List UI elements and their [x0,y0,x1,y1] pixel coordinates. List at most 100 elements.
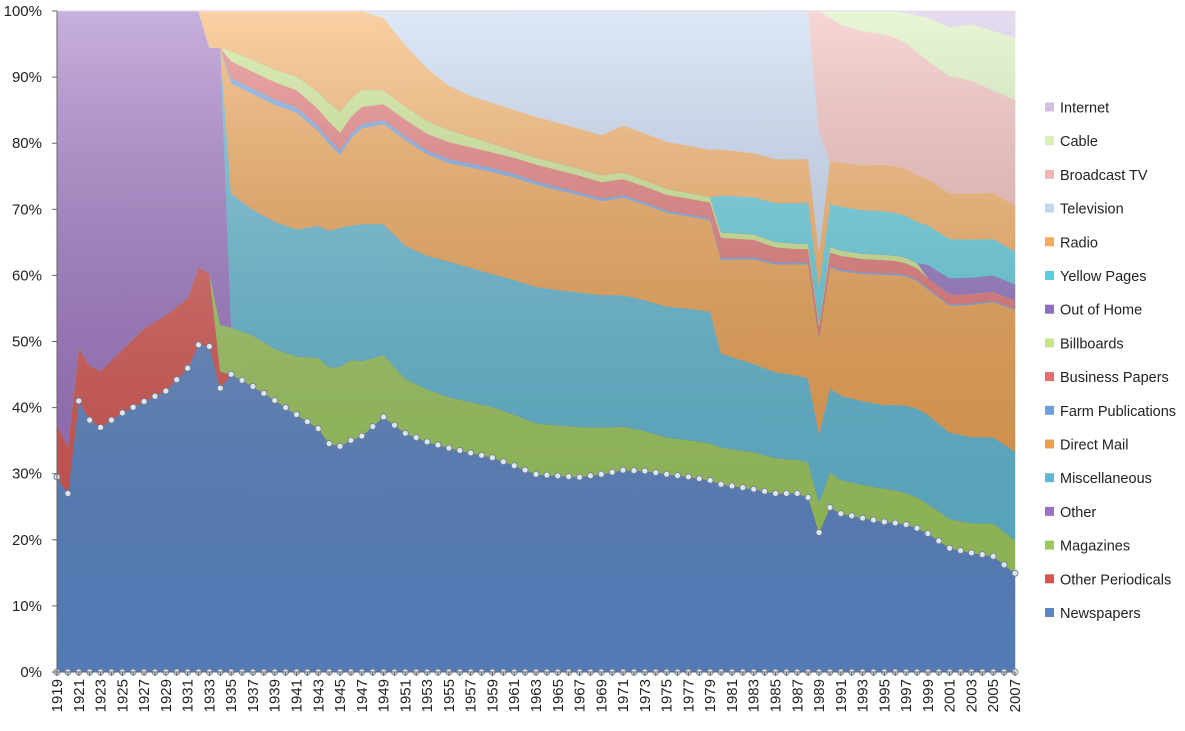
newspaper-marker [663,470,671,478]
newspaper-marker [521,466,529,474]
newspaper-marker [695,475,703,483]
newspaper-marker [369,423,377,430]
y-tick-label: 10% [12,598,42,615]
newspaper-marker [391,421,398,429]
x-tick-label: 1961 [506,679,523,712]
x-tick-label: 1919 [49,679,66,712]
x-tick-label: 2005 [985,679,1002,712]
y-tick-label: 30% [12,466,42,483]
newspaper-marker [957,547,965,554]
x-tick-label: 1983 [746,679,763,712]
newspaper-marker [619,466,627,474]
legend-label-out-of-home: Out of Home [1060,303,1142,319]
x-tick-label: 1989 [811,679,828,712]
newspaper-marker [989,552,997,560]
legend-swatch-direct-mail [1045,439,1054,449]
newspaper-marker [674,472,681,479]
newspaper-marker [728,482,736,490]
newspaper-marker [347,436,355,444]
newspaper-marker [793,489,801,497]
newspaper-marker [717,480,725,488]
axes: 0% 10% 20% 30% 40% 50% 60% 70% 80% 90% 100% 1919 192… [4,3,1024,712]
legend-swatch-other-periodicals [1045,574,1054,584]
legend-label-cable: Cable [1060,134,1098,150]
x-tick-label: 1975 [659,679,676,712]
x-tick-label: 1921 [71,679,88,712]
legend-label-radio: Radio [1060,235,1098,251]
newspaper-marker [870,516,877,524]
x-tick-label: 2003 [963,679,980,712]
x-tick-label: 1979 [702,679,719,712]
legend-swatch-television [1045,203,1054,213]
newspaper-marker [216,384,224,392]
newspaper-marker [151,392,159,400]
x-tick-label: 1969 [593,679,610,712]
x-tick-label: 1941 [289,679,306,712]
newspaper-marker [750,485,758,493]
x-tick-label: 1927 [136,679,153,712]
newspaper-marker [107,416,115,424]
legend-label-newspapers: Newspapers [1060,606,1141,622]
x-tick-label: 1973 [637,679,654,712]
newspaper-marker [913,524,921,532]
newspaper-marker [118,409,126,417]
y-tick-label: 60% [12,267,42,284]
newspaper-marker [140,398,148,406]
newspaper-marker [880,518,888,526]
newspaper-marker [586,472,594,480]
x-tick-label: 2007 [1007,679,1024,712]
x-tick-label: 1945 [332,679,349,712]
newspaper-marker [859,514,867,522]
legend-label-television: Television [1060,202,1124,218]
newspaper-marker [75,397,83,405]
x-tick-label: 1935 [223,679,240,712]
x-tick-label: 1957 [463,679,480,712]
legend-swatch-newspapers [1045,608,1054,617]
legend-label-direct-mail: Direct Mail [1060,438,1128,454]
x-tick-label: 1959 [484,679,501,712]
newspaper-marker [597,470,605,478]
newspaper-marker [205,343,213,350]
newspaper-marker [630,467,638,475]
newspaper-marker [978,551,986,559]
x-tick-label: 1947 [354,679,371,712]
x-tick-label: 1997 [898,679,915,712]
y-tick-label: 50% [12,334,42,351]
legend-label-farm-publications: Farm Publications [1060,404,1176,420]
newspaper-marker [260,389,268,397]
newspaper-marker [837,510,845,518]
x-tick-label: 1981 [724,679,741,712]
newspaper-marker [924,530,932,537]
newspaper-marker [227,370,235,378]
newspaper-marker [238,376,246,384]
newspaper-marker [510,462,518,470]
y-tick-label: 40% [12,400,42,417]
newspaper-marker [652,469,660,477]
x-tick-label: 2001 [942,679,959,712]
newspaper-marker [325,440,333,447]
legend-swatch-broadcast-tv [1045,169,1054,179]
newspaper-marker [173,376,181,384]
newspaper-marker [293,411,300,419]
newspaper-marker [946,544,954,552]
legend-swatch-farm-publications [1045,405,1054,415]
legend-label-yellow-pages: Yellow Pages [1060,269,1147,285]
newspaper-marker [97,423,105,431]
x-tick-label: 1929 [158,679,175,712]
x-tick-label: 1965 [550,679,567,712]
x-tick-label: 1951 [397,679,414,712]
newspaper-marker [467,449,475,457]
legend-swatch-magazines [1045,540,1054,550]
legend-swatch-out-of-home [1045,304,1054,314]
newspaper-marker [554,472,562,480]
legend-label-billboards: Billboards [1060,336,1124,352]
newspaper-marker [129,403,137,411]
x-tick-label: 1943 [310,679,327,712]
newspaper-marker [456,447,464,454]
x-tick-label: 1933 [201,679,218,712]
newspaper-marker [782,489,790,497]
x-tick-label: 1937 [245,679,262,712]
legend-swatch-radio [1045,237,1054,247]
